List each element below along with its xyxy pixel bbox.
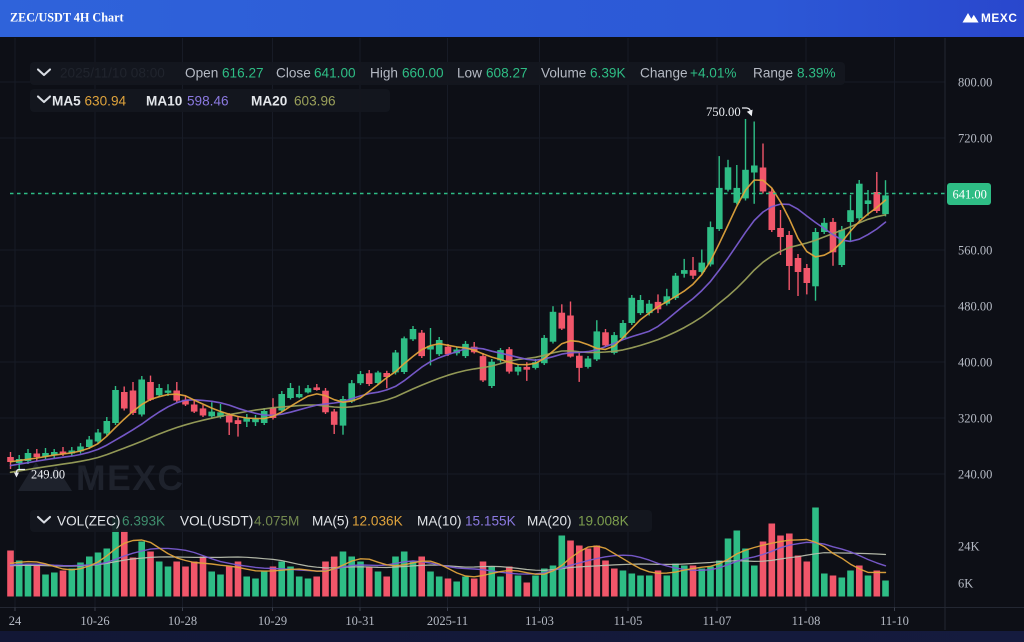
svg-text:11-07: 11-07 — [703, 614, 732, 628]
svg-text:750.00: 750.00 — [706, 105, 741, 119]
svg-text:641.00: 641.00 — [314, 66, 356, 81]
svg-text:4.075M: 4.075M — [254, 514, 299, 529]
svg-text:Range: Range — [753, 66, 793, 81]
svg-text:249.00: 249.00 — [31, 468, 65, 482]
svg-text:8.39%: 8.39% — [797, 66, 836, 81]
svg-text:High: High — [370, 66, 398, 81]
svg-text:6.39K: 6.39K — [590, 66, 626, 81]
svg-text:MA(10): MA(10) — [417, 514, 462, 529]
svg-text:VOL(ZEC): VOL(ZEC) — [57, 514, 120, 529]
svg-text:6K: 6K — [958, 577, 973, 591]
svg-text:616.27: 616.27 — [222, 66, 264, 81]
svg-text:400.00: 400.00 — [958, 356, 992, 370]
svg-text:Close: Close — [276, 66, 311, 81]
svg-text:2025-11: 2025-11 — [427, 614, 468, 628]
svg-text:10-26: 10-26 — [80, 614, 109, 628]
svg-text:720.00: 720.00 — [958, 132, 992, 146]
svg-text:19.008K: 19.008K — [578, 514, 629, 529]
svg-text:2025/11/10 08:00: 2025/11/10 08:00 — [60, 66, 165, 81]
svg-text:480.00: 480.00 — [958, 300, 992, 314]
svg-text:11-03: 11-03 — [525, 614, 554, 628]
svg-text:320.00: 320.00 — [958, 412, 992, 426]
svg-text:MEXC: MEXC — [76, 458, 185, 498]
svg-text:MA(20): MA(20) — [527, 514, 572, 529]
svg-text:VOL(USDT): VOL(USDT) — [180, 514, 253, 529]
svg-text:603.96: 603.96 — [294, 94, 336, 109]
svg-text:MA(5): MA(5) — [312, 514, 349, 529]
svg-text:ZEC/USDT 4H Chart: ZEC/USDT 4H Chart — [10, 11, 124, 25]
svg-text:15.155K: 15.155K — [465, 514, 516, 529]
svg-text:10-29: 10-29 — [258, 614, 287, 628]
svg-text:+4.01%: +4.01% — [690, 66, 736, 81]
svg-text:11-05: 11-05 — [614, 614, 643, 628]
svg-text:MEXC: MEXC — [981, 11, 1017, 25]
svg-text:800.00: 800.00 — [958, 76, 992, 90]
svg-text:Open: Open — [185, 66, 218, 81]
svg-text:11-10: 11-10 — [880, 614, 909, 628]
svg-text:10-31: 10-31 — [345, 614, 374, 628]
svg-text:Change: Change — [640, 66, 688, 81]
svg-text:560.00: 560.00 — [958, 244, 992, 258]
svg-text:6.393K: 6.393K — [122, 514, 165, 529]
svg-text:608.27: 608.27 — [486, 66, 528, 81]
svg-text:MA5: MA5 — [52, 94, 81, 109]
svg-text:11-08: 11-08 — [792, 614, 821, 628]
svg-text:598.46: 598.46 — [187, 94, 229, 109]
svg-text:MA20: MA20 — [251, 94, 287, 109]
svg-text:10-28: 10-28 — [168, 614, 197, 628]
svg-text:240.00: 240.00 — [958, 468, 992, 482]
svg-text:630.94: 630.94 — [85, 94, 127, 109]
svg-text:641.00: 641.00 — [953, 188, 987, 202]
svg-text:24K: 24K — [958, 540, 980, 554]
svg-text:660.00: 660.00 — [402, 66, 444, 81]
svg-text:Volume: Volume — [541, 66, 586, 81]
svg-text:MA10: MA10 — [146, 94, 182, 109]
svg-text:Low: Low — [457, 66, 482, 81]
svg-text:24: 24 — [9, 614, 22, 628]
svg-text:12.036K: 12.036K — [352, 514, 403, 529]
